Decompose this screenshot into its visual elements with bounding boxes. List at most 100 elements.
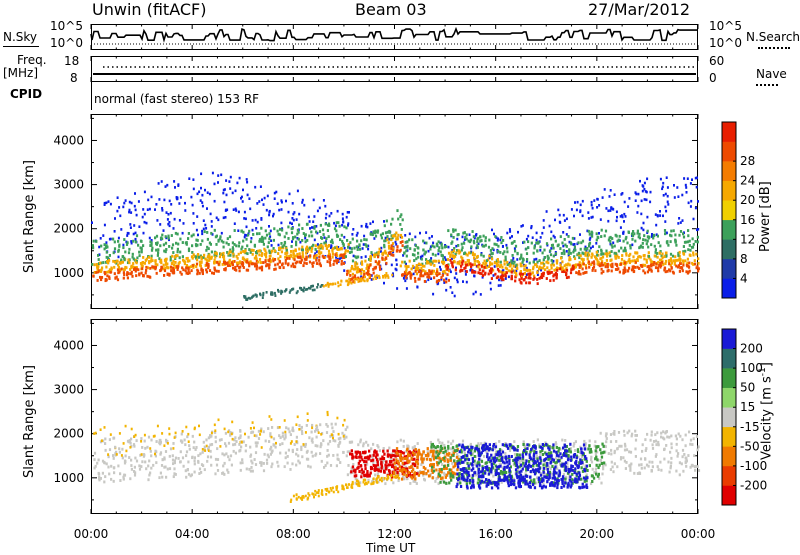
velocity-gray: [367, 444, 369, 447]
power-green: [550, 238, 552, 241]
velocity-gray: [113, 466, 115, 469]
velocity-red: [360, 464, 362, 467]
power-orange: [497, 261, 499, 264]
velocity-orange-scatter: [231, 421, 233, 424]
power-green: [435, 254, 437, 257]
velocity-gray: [94, 452, 96, 455]
power-green: [484, 239, 486, 242]
power-orange: [607, 253, 609, 256]
power-scatter: [598, 204, 600, 207]
velocity-orange-scatter: [261, 446, 263, 449]
power-scatter: [129, 223, 131, 226]
power-green: [497, 250, 499, 253]
power-orange: [261, 252, 263, 255]
power-green: [515, 264, 517, 267]
power-orange: [556, 262, 558, 265]
velocity-gray: [271, 450, 273, 453]
power-green: [609, 254, 611, 257]
power-scatter: [214, 200, 216, 203]
power-orange: [432, 260, 434, 263]
power-scatter: [409, 233, 411, 236]
velocity-gray: [267, 427, 269, 430]
velocity-orange-scatter: [149, 447, 151, 450]
power-green: [308, 235, 310, 238]
power-green: [697, 241, 699, 244]
velocity-gray: [130, 459, 132, 462]
velocity-gray: [96, 462, 98, 465]
velocity-orange-scatter: [295, 440, 297, 443]
power-green: [425, 251, 427, 254]
velocity-gray: [301, 455, 303, 458]
power-red: [424, 273, 426, 276]
power-scatter: [622, 232, 624, 235]
power-red: [258, 267, 260, 270]
power-green: [140, 240, 142, 243]
power-scatter: [252, 219, 254, 222]
velocity-gray: [129, 439, 131, 442]
power-low-branch: [347, 280, 349, 283]
velocity-orange: [439, 468, 441, 471]
velocity-red: [388, 463, 390, 466]
power-scatter: [158, 182, 160, 185]
velocity-orange: [441, 471, 443, 474]
power-red: [657, 267, 659, 270]
power-scatter: [546, 210, 548, 213]
power-scatter: [173, 180, 175, 183]
power-red: [181, 273, 183, 276]
power-scatter: [579, 233, 581, 236]
velocity-gray: [110, 478, 112, 481]
power-orange: [661, 253, 663, 256]
power-green: [539, 246, 541, 249]
power-red: [385, 262, 387, 265]
velocity-gray: [252, 431, 254, 434]
velocity-orange-scatter: [297, 416, 299, 419]
power-green: [567, 235, 569, 238]
power-green: [479, 235, 481, 238]
power-orange: [637, 256, 639, 259]
power-green: [572, 237, 574, 240]
velocity-gray: [339, 437, 341, 440]
power-green: [301, 239, 303, 242]
power-green: [494, 243, 496, 246]
power-green: [295, 241, 297, 244]
power-scatter: [151, 196, 153, 199]
power-scatter: [535, 258, 537, 261]
power-scatter: [685, 186, 687, 189]
velocity-gray: [110, 465, 112, 468]
power-green: [298, 224, 300, 227]
power-red: [351, 277, 353, 280]
power-scatter: [125, 199, 127, 202]
power-green: [360, 239, 362, 242]
velocity-gray: [288, 449, 290, 452]
velocity-gray: [347, 464, 349, 467]
power-green: [586, 247, 588, 250]
power-red: [635, 261, 637, 264]
power-green: [654, 245, 656, 248]
power-scatter: [591, 204, 593, 207]
power-scatter: [159, 223, 161, 226]
power-green: [547, 255, 549, 258]
power-scatter: [289, 222, 291, 225]
power-red: [648, 265, 650, 268]
x-tick-label: 20:00: [580, 527, 615, 541]
velocity-gray: [276, 461, 278, 464]
power-green: [450, 234, 452, 237]
power-scatter: [589, 238, 591, 241]
power-red: [315, 259, 317, 262]
power-scatter: [144, 213, 146, 216]
power-scatter: [682, 219, 684, 222]
power-green: [357, 248, 359, 251]
velocity-orange-scatter: [202, 448, 204, 451]
velocity-gray: [651, 470, 653, 473]
power-scatter: [365, 255, 367, 258]
power-green: [93, 240, 95, 243]
velocity-orange-scatter: [284, 431, 286, 434]
power-red: [256, 268, 258, 271]
velocity-gray: [412, 446, 414, 449]
power-green: [321, 237, 323, 240]
power-red: [527, 277, 529, 280]
power-scatter: [576, 209, 578, 212]
power-green: [555, 240, 557, 243]
velocity-orange: [446, 453, 448, 456]
power-scatter: [233, 208, 235, 211]
